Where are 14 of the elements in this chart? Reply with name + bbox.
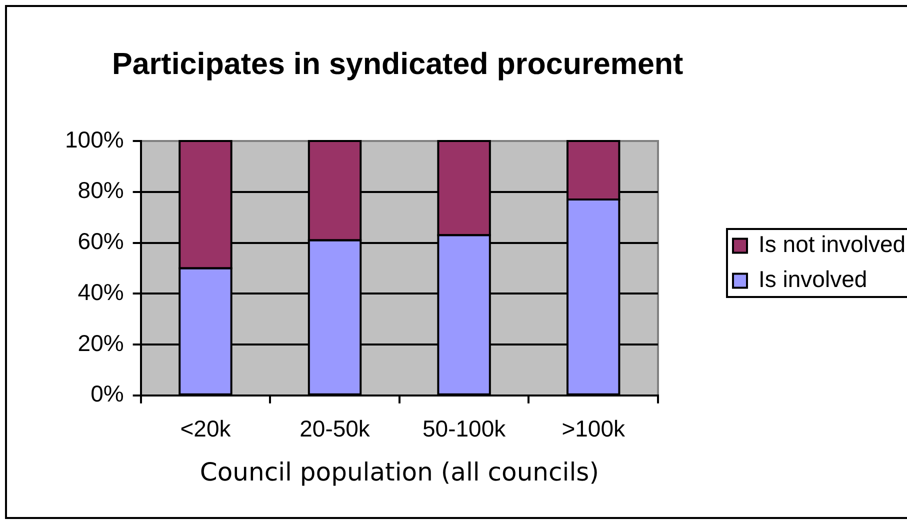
x-tick-label: 20-50k [300, 416, 370, 442]
x-tick-label: <20k [180, 416, 232, 442]
y-tick-label: 20% [78, 330, 124, 356]
x-axis-title: Council population (all councils) [200, 458, 599, 486]
y-tick-label: 0% [90, 380, 124, 407]
legend-label: Is not involved [758, 231, 906, 258]
y-tick-label: 40% [78, 278, 124, 305]
y-tick-label: 60% [78, 228, 124, 254]
x-tick-label: >100k [562, 416, 626, 442]
legend-label: Is involved [758, 266, 868, 292]
y-tick-label: 80% [78, 177, 124, 204]
y-tick-label: 100% [64, 126, 124, 152]
x-tick-label: 50-100k [422, 416, 506, 442]
chart-title: Participates in syndicated procurement [112, 47, 684, 81]
